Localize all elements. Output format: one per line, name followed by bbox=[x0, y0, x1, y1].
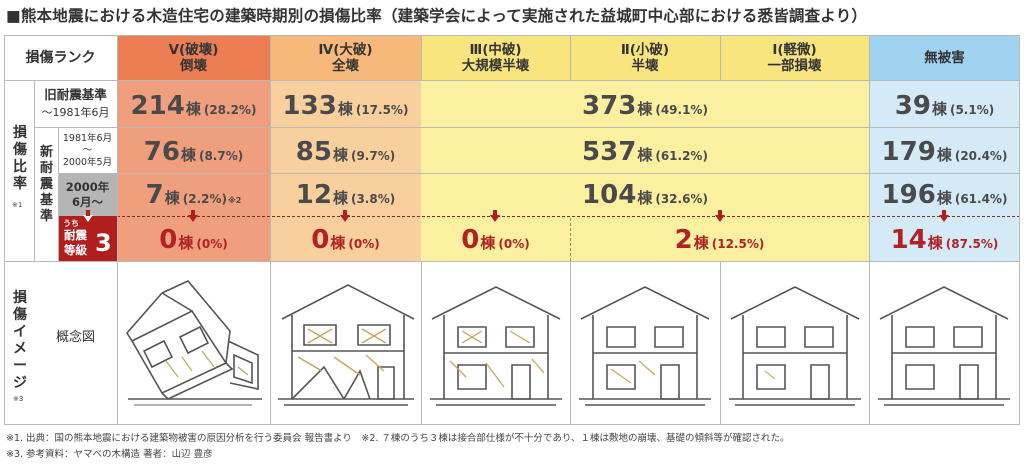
house-total-image bbox=[278, 284, 415, 406]
row-2000-label2: 6月～ bbox=[71, 194, 103, 209]
grade3-iv: 0 棟 (0%) bbox=[311, 225, 380, 255]
row-old-label: 旧耐震基準 ～1981年6月 bbox=[34, 82, 117, 126]
arrow-ii-i bbox=[715, 210, 725, 222]
row-1981-v: 76 棟 (8.7%) bbox=[143, 137, 244, 167]
header-iv-bg bbox=[270, 35, 421, 80]
row-1981-mid: 537 棟 (61.2%) bbox=[582, 137, 708, 167]
header-ii: Ⅱ(小破) 半壊 bbox=[570, 35, 720, 80]
grade3-iii: 0 棟 (0%) bbox=[461, 225, 530, 255]
ratio-note: ※1 bbox=[12, 201, 23, 209]
header-iv-line1: Ⅳ(大破) bbox=[318, 41, 373, 58]
header-none-line1: 無被害 bbox=[924, 49, 965, 66]
row-1981-label: 1981年6月 ～ 2000年5月 bbox=[58, 129, 117, 173]
row-2000-iv: 12 棟 (3.8%) bbox=[295, 180, 396, 210]
header-iii: Ⅲ(中破) 大規模半壊 bbox=[421, 35, 570, 80]
row-2000-none: 196 棟 (61.4%) bbox=[881, 180, 1008, 210]
header-iv: Ⅳ(大破) 全壊 bbox=[270, 35, 421, 80]
row-old-mid: 373 棟 (49.1%) bbox=[582, 91, 708, 121]
grade3-label-bg bbox=[58, 216, 117, 261]
header-none: 無被害 bbox=[869, 35, 1020, 80]
house-collapsed-image bbox=[126, 280, 262, 406]
new-standard-label: 新耐震基準 bbox=[39, 145, 53, 224]
header-none-bg bbox=[869, 35, 1020, 80]
image-label: 損傷イメージ bbox=[13, 290, 27, 391]
house-undamaged-image bbox=[878, 286, 1010, 406]
row-old-label1: 旧耐震基準 bbox=[44, 87, 107, 102]
house-large-half-image bbox=[430, 286, 562, 406]
header-i: Ⅰ(軽微) 一部損壊 bbox=[720, 35, 869, 80]
house-half-image bbox=[579, 286, 711, 406]
footnote-1: ※1. 出典：国の熊本地震における建築物被害の原因分析を行う委員会 報告書より … bbox=[6, 433, 790, 444]
arrow-v bbox=[188, 210, 198, 222]
row-2000-label: 2000年 6月～ bbox=[58, 173, 117, 216]
footnote-2: ※3. 参考資料：ヤマベの木構造 著者：山辺 豊彦 bbox=[6, 449, 213, 460]
header-mid-bg bbox=[421, 35, 869, 80]
grade3-uchi: うち bbox=[63, 219, 79, 228]
header-v-line1: Ⅴ(破壊) bbox=[168, 41, 219, 58]
row-2000-label1: 2000年 bbox=[65, 179, 110, 194]
header-iii-line2: 大規模半壊 bbox=[461, 57, 530, 74]
row-1981-labelmid: ～ bbox=[82, 145, 93, 156]
row-old-label2: ～1981年6月 bbox=[41, 106, 110, 119]
header-v: Ⅴ(破壊) 倒壊 bbox=[117, 35, 270, 80]
row-2000-v: 7 棟 (2.2%) ※2 bbox=[145, 180, 242, 210]
grade3-line1: 耐震 bbox=[64, 228, 87, 242]
grade3-num: 3 bbox=[95, 229, 112, 257]
grade3-v: 0 棟 (0%) bbox=[159, 225, 228, 255]
row-old-none: 39 棟 (5.1%) bbox=[894, 91, 995, 121]
header-ii-line2: 半壊 bbox=[631, 57, 659, 74]
header-iv-line2: 全壊 bbox=[332, 57, 359, 74]
grade3-line2: 等級 bbox=[64, 243, 87, 257]
arrow-iii bbox=[490, 210, 500, 222]
page-title: ■熊本地震における木造住宅の建築時期別の損傷比率（建築学会によって実施された益城… bbox=[6, 7, 868, 25]
header-v-line2: 倒壊 bbox=[180, 57, 207, 74]
header-ii-line1: Ⅱ(小破) bbox=[620, 41, 670, 58]
row-1981-none: 179 棟 (20.4%) bbox=[881, 137, 1008, 167]
grade3-ii-i: 2 棟 (12.5%) bbox=[674, 225, 765, 255]
header-i-line1: Ⅰ(軽微) bbox=[772, 41, 817, 58]
header-i-line2: 一部損壊 bbox=[767, 57, 822, 74]
grade3-none: 14 棟 (87.5%) bbox=[890, 225, 999, 255]
rank-label: 損傷ランク bbox=[25, 49, 96, 66]
row-1981-label2: 2000年5月 bbox=[62, 157, 113, 168]
arrow-none bbox=[939, 210, 949, 222]
row-1981-iv: 85 棟 (9.7%) bbox=[295, 137, 396, 167]
row-old-iv: 133 棟 (17.5%) bbox=[282, 91, 409, 121]
damage-table: 損傷ランク Ⅴ(破壊) 倒壊 Ⅳ(大破) 全壊 Ⅲ(中破) 大規模半壊 Ⅱ(小破… bbox=[4, 35, 1020, 425]
new-2000-label-bg bbox=[58, 173, 117, 216]
image-note: ※3 bbox=[13, 395, 24, 403]
row-old-v: 214 棟 (28.2%) bbox=[130, 91, 257, 121]
concept-label: 概念図 bbox=[55, 330, 95, 345]
header-iii-line1: Ⅲ(中破) bbox=[469, 41, 522, 58]
arrow-iv bbox=[340, 210, 350, 222]
grade3-label: うち 耐震 等級 3 bbox=[58, 216, 117, 261]
row-2000-mid: 104 棟 (32.6%) bbox=[582, 180, 708, 210]
header-v-bg bbox=[117, 35, 270, 80]
grade3-label-arrow bbox=[83, 210, 93, 222]
ratio-label: 損傷比率 bbox=[13, 125, 27, 192]
house-minor-image bbox=[729, 286, 861, 406]
row-1981-label1: 1981年6月 bbox=[62, 133, 113, 144]
